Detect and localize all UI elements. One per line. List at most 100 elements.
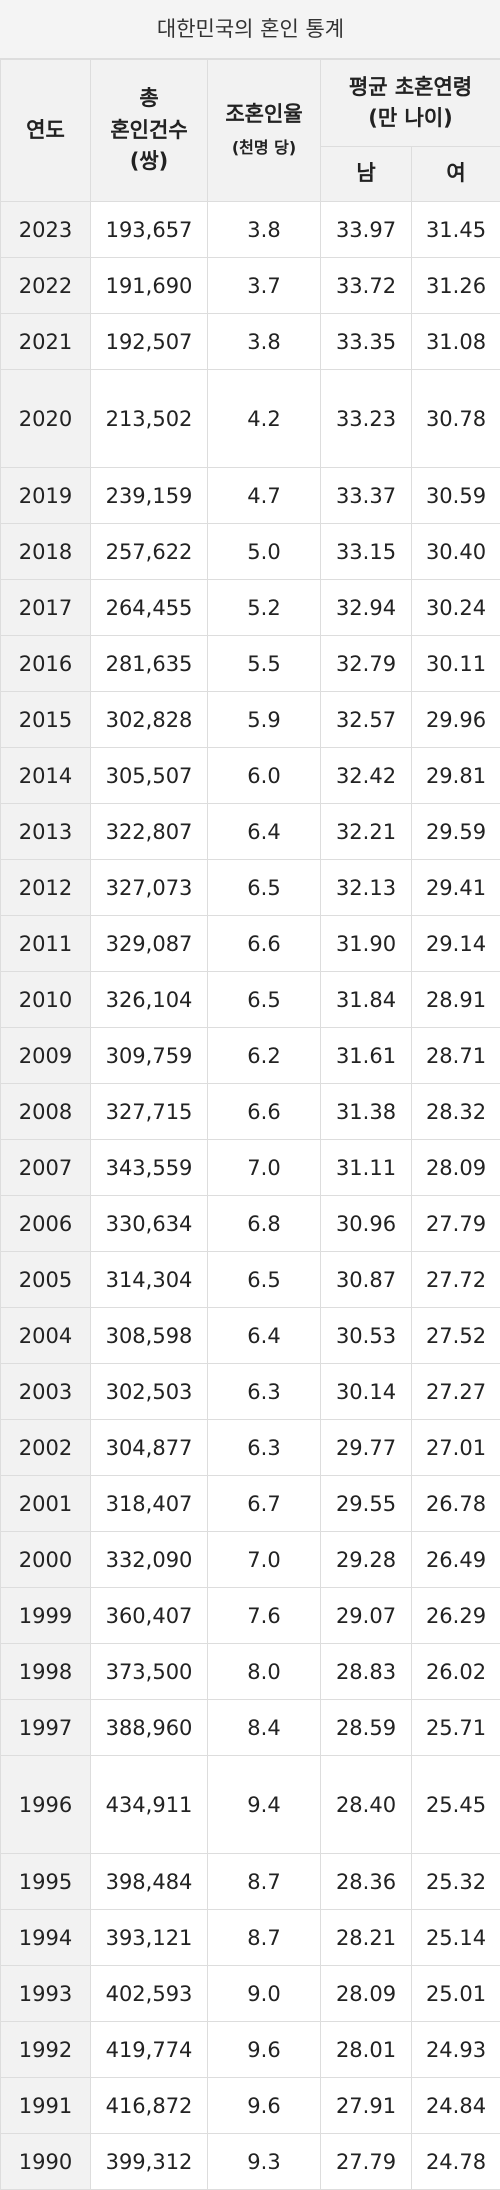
year-cell: 2004 <box>1 1308 91 1364</box>
year-cell: 2000 <box>1 1532 91 1588</box>
value-cell: 30.24 <box>412 580 500 636</box>
value-cell: 33.72 <box>321 258 412 314</box>
value-cell: 28.71 <box>412 1028 500 1084</box>
year-cell: 2014 <box>1 748 91 804</box>
value-cell: 6.5 <box>208 860 321 916</box>
value-cell: 399,312 <box>91 2134 208 2190</box>
header-text: 남 <box>356 161 375 185</box>
header-text: (쌍) <box>130 149 169 173</box>
value-cell: 31.08 <box>412 314 500 370</box>
value-cell: 6.5 <box>208 972 321 1028</box>
value-cell: 6.3 <box>208 1364 321 1420</box>
value-cell: 33.97 <box>321 202 412 258</box>
value-cell: 9.4 <box>208 1756 321 1854</box>
value-cell: 314,304 <box>91 1252 208 1308</box>
value-cell: 30.40 <box>412 524 500 580</box>
year-cell: 2019 <box>1 468 91 524</box>
year-cell: 2016 <box>1 636 91 692</box>
value-cell: 33.35 <box>321 314 412 370</box>
value-cell: 31.38 <box>321 1084 412 1140</box>
value-cell: 28.09 <box>412 1140 500 1196</box>
value-cell: 7.0 <box>208 1532 321 1588</box>
value-cell: 26.02 <box>412 1644 500 1700</box>
value-cell: 193,657 <box>91 202 208 258</box>
value-cell: 5.9 <box>208 692 321 748</box>
value-cell: 25.01 <box>412 1966 500 2022</box>
year-cell: 2010 <box>1 972 91 1028</box>
value-cell: 25.14 <box>412 1910 500 1966</box>
value-cell: 29.77 <box>321 1420 412 1476</box>
value-cell: 27.72 <box>412 1252 500 1308</box>
value-cell: 6.3 <box>208 1420 321 1476</box>
value-cell: 32.94 <box>321 580 412 636</box>
value-cell: 29.59 <box>412 804 500 860</box>
value-cell: 6.0 <box>208 748 321 804</box>
value-cell: 31.26 <box>412 258 500 314</box>
year-cell: 1998 <box>1 1644 91 1700</box>
value-cell: 4.7 <box>208 468 321 524</box>
year-cell: 2023 <box>1 202 91 258</box>
year-cell: 2008 <box>1 1084 91 1140</box>
value-cell: 239,159 <box>91 468 208 524</box>
value-cell: 402,593 <box>91 1966 208 2022</box>
year-cell: 1990 <box>1 2134 91 2190</box>
value-cell: 28.09 <box>321 1966 412 2022</box>
value-cell: 318,407 <box>91 1476 208 1532</box>
value-cell: 9.6 <box>208 2078 321 2134</box>
value-cell: 6.4 <box>208 804 321 860</box>
year-cell: 1999 <box>1 1588 91 1644</box>
value-cell: 8.7 <box>208 1854 321 1910</box>
value-cell: 322,807 <box>91 804 208 860</box>
value-cell: 9.0 <box>208 1966 321 2022</box>
value-cell: 305,507 <box>91 748 208 804</box>
header-text: (만 나이) <box>368 106 452 130</box>
value-cell: 29.14 <box>412 916 500 972</box>
year-cell: 2015 <box>1 692 91 748</box>
value-cell: 25.32 <box>412 1854 500 1910</box>
value-cell: 29.41 <box>412 860 500 916</box>
value-cell: 27.27 <box>412 1364 500 1420</box>
header-text: 총 <box>139 86 158 110</box>
value-cell: 30.87 <box>321 1252 412 1308</box>
value-cell: 24.84 <box>412 2078 500 2134</box>
value-cell: 8.7 <box>208 1910 321 1966</box>
year-cell: 2003 <box>1 1364 91 1420</box>
value-cell: 8.4 <box>208 1700 321 1756</box>
value-cell: 326,104 <box>91 972 208 1028</box>
year-cell: 2009 <box>1 1028 91 1084</box>
year-cell: 1992 <box>1 2022 91 2078</box>
value-cell: 31.61 <box>321 1028 412 1084</box>
year-cell: 1995 <box>1 1854 91 1910</box>
value-cell: 6.8 <box>208 1196 321 1252</box>
header-text: 혼인건수 <box>110 118 187 142</box>
value-cell: 31.90 <box>321 916 412 972</box>
value-cell: 27.91 <box>321 2078 412 2134</box>
value-cell: 33.23 <box>321 370 412 468</box>
value-cell: 29.81 <box>412 748 500 804</box>
value-cell: 7.0 <box>208 1140 321 1196</box>
year-cell: 2013 <box>1 804 91 860</box>
value-cell: 4.2 <box>208 370 321 468</box>
value-cell: 6.2 <box>208 1028 321 1084</box>
value-cell: 281,635 <box>91 636 208 692</box>
year-cell: 2021 <box>1 314 91 370</box>
value-cell: 32.13 <box>321 860 412 916</box>
year-cell: 1991 <box>1 2078 91 2134</box>
value-cell: 257,622 <box>91 524 208 580</box>
